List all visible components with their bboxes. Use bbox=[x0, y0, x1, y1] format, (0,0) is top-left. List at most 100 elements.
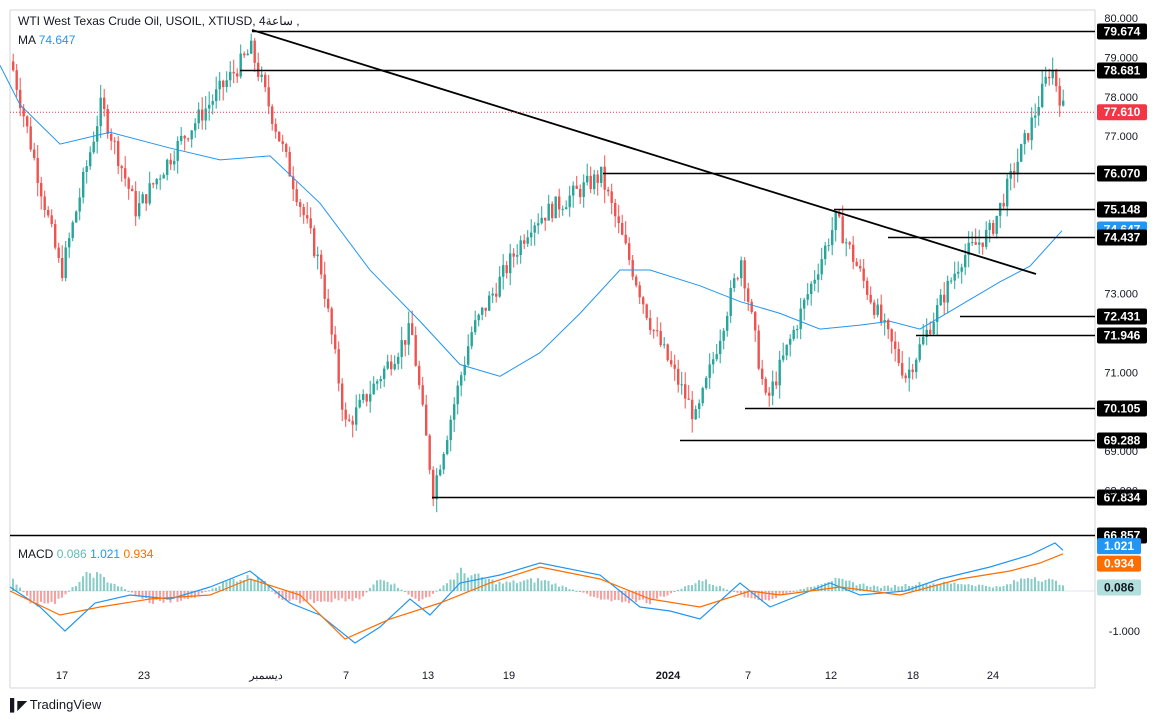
candle-body bbox=[656, 330, 659, 332]
candle-body bbox=[285, 144, 288, 152]
candle-body bbox=[428, 435, 431, 470]
tradingview-brand[interactable]: ▌◤ TradingView bbox=[10, 697, 101, 712]
candle-body bbox=[162, 174, 165, 179]
candle-body bbox=[355, 407, 358, 425]
macd-histogram-bar bbox=[421, 591, 424, 600]
macd-histogram-bar bbox=[841, 578, 844, 591]
candle-body bbox=[526, 237, 529, 244]
macd-histogram-bar bbox=[761, 591, 763, 602]
macd-histogram-bar bbox=[481, 577, 483, 591]
time-tick-label: 7 bbox=[343, 670, 349, 682]
ma-name: MA bbox=[18, 33, 36, 47]
candle-body bbox=[684, 384, 687, 399]
candle-body bbox=[218, 80, 221, 90]
macd-histogram-bar bbox=[267, 584, 270, 591]
time-tick-label: 18 bbox=[907, 670, 919, 682]
macd-histogram-bar bbox=[260, 579, 263, 591]
level-label-bg bbox=[1097, 165, 1147, 182]
macd-histogram-bar bbox=[295, 591, 298, 600]
candle-body bbox=[827, 245, 830, 247]
price-tick-label: 80.000 bbox=[1104, 13, 1138, 25]
candle-body bbox=[547, 203, 550, 221]
macd-histogram-bar bbox=[194, 591, 196, 598]
candle-body bbox=[589, 175, 592, 190]
candle-body bbox=[411, 323, 414, 336]
candle-body bbox=[792, 329, 795, 339]
candle-body bbox=[425, 404, 428, 436]
macd-histogram-bar bbox=[694, 583, 697, 591]
macd-histogram-bar bbox=[316, 591, 319, 602]
price-tick-label: 69.000 bbox=[1104, 446, 1138, 458]
candle-body bbox=[698, 403, 701, 410]
candle-body bbox=[316, 254, 319, 257]
candle-body bbox=[1023, 133, 1026, 145]
candle-body bbox=[29, 126, 32, 150]
candle-body bbox=[768, 392, 771, 396]
macd-histogram-bar bbox=[579, 591, 581, 592]
macd-histogram-bar bbox=[131, 591, 133, 593]
macd-histogram-bar bbox=[1048, 578, 1050, 591]
macd-histogram-bar bbox=[351, 591, 354, 601]
macd-histogram-bar bbox=[575, 590, 578, 592]
macd-histogram-bar bbox=[190, 591, 193, 598]
candle-body bbox=[176, 140, 179, 161]
candle-body bbox=[288, 151, 291, 177]
candle-body bbox=[418, 365, 421, 386]
candle-body bbox=[414, 335, 417, 366]
macd-histogram-bar bbox=[768, 591, 770, 601]
macd-legend: MACD 0.086 1.021 0.934 bbox=[18, 547, 153, 561]
moving-average-layer bbox=[0, 65, 1063, 377]
macd-histogram-bar bbox=[407, 591, 410, 595]
price-tick-label: 78.000 bbox=[1104, 92, 1138, 104]
macd-histogram-bar bbox=[922, 585, 924, 591]
candle-body bbox=[40, 182, 43, 197]
macd-histogram-bar bbox=[306, 591, 308, 602]
macd-histogram-bar bbox=[243, 580, 245, 591]
macd-histogram-bar bbox=[1058, 584, 1061, 591]
macd-histogram-bar bbox=[932, 583, 935, 591]
candle-body bbox=[628, 243, 631, 260]
candle-body bbox=[617, 216, 620, 224]
candle-body bbox=[390, 361, 393, 370]
candle-body bbox=[743, 260, 746, 289]
macd-histogram-bar bbox=[113, 583, 116, 591]
macd-histogram-bar bbox=[292, 591, 294, 600]
candle-body bbox=[68, 238, 71, 248]
horizontal-levels-layer[interactable]: 79.674 78.681 76.070 75.148 74.647 74.437 72.4… bbox=[10, 23, 1147, 544]
candle-body bbox=[519, 240, 522, 256]
candle-body bbox=[22, 108, 25, 117]
macd-histogram-bar bbox=[624, 591, 627, 602]
candle-body bbox=[393, 363, 396, 370]
candle-body bbox=[442, 453, 445, 470]
candle-body bbox=[1055, 69, 1058, 87]
macd-histogram-bar bbox=[733, 591, 735, 592]
macd-histogram-bar bbox=[1013, 580, 1015, 591]
macd-histogram-bar bbox=[376, 580, 378, 591]
macd-histogram-bar bbox=[71, 587, 74, 591]
candle-body bbox=[680, 384, 683, 386]
macd-histogram-bar bbox=[106, 582, 109, 591]
candle-body bbox=[981, 242, 984, 247]
macd-axis-label-bg bbox=[1097, 555, 1141, 572]
macd-histogram-bar bbox=[957, 584, 959, 591]
macd-histogram-bar bbox=[547, 580, 550, 591]
candle-body bbox=[936, 305, 939, 323]
candle-body bbox=[397, 356, 400, 364]
macd-histogram-bar bbox=[663, 591, 665, 597]
macd-histogram-bar bbox=[810, 586, 812, 591]
macd-histogram-bar bbox=[40, 591, 42, 602]
candle-body bbox=[344, 409, 347, 420]
candle-body bbox=[645, 304, 648, 319]
macd-histogram-bar bbox=[134, 591, 137, 596]
macd-histogram-bar bbox=[47, 591, 49, 604]
macd-histogram-bar bbox=[474, 573, 476, 591]
candle-body bbox=[502, 265, 505, 277]
candle-body bbox=[243, 53, 246, 56]
candle-body bbox=[558, 196, 561, 210]
macd-histogram-bar bbox=[12, 578, 14, 591]
candle-body bbox=[565, 207, 568, 210]
macd-histogram-bar bbox=[670, 591, 672, 594]
candle-body bbox=[796, 329, 799, 331]
candle-body bbox=[701, 388, 704, 404]
